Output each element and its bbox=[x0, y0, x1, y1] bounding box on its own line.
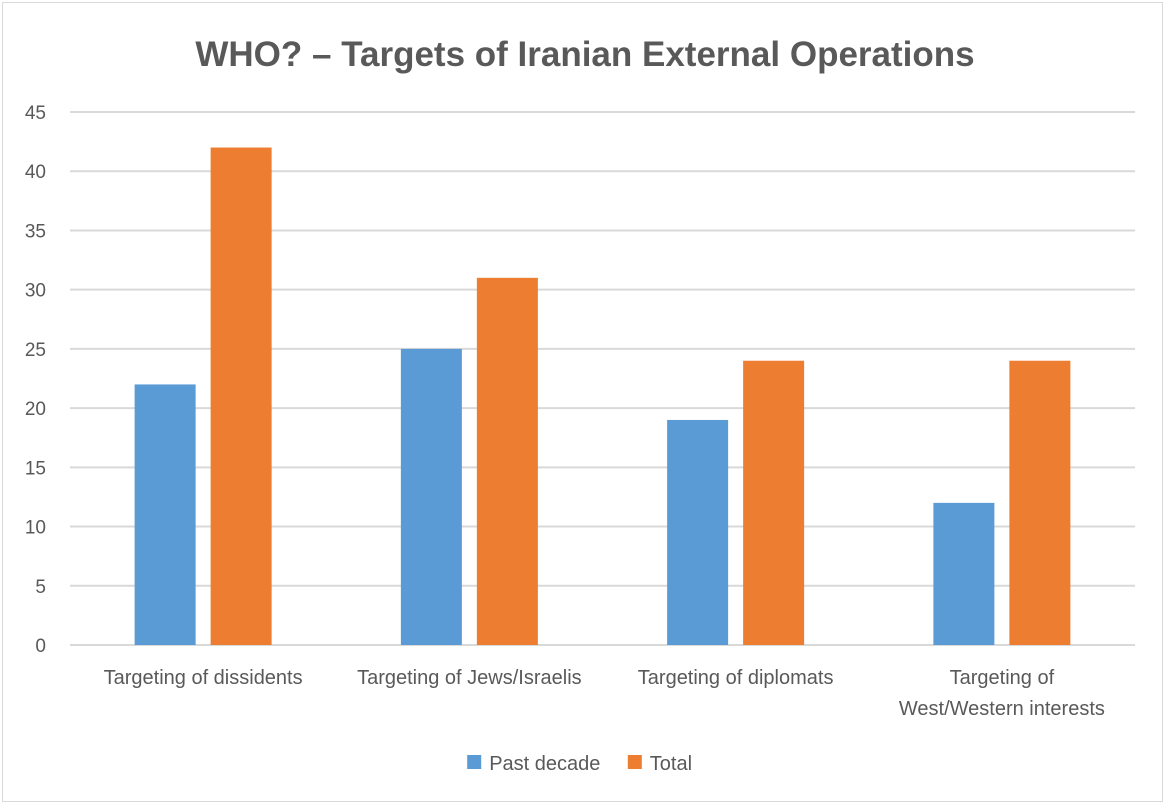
x-tick-label: West/Western interests bbox=[899, 698, 1105, 720]
bar-past-decade-1 bbox=[134, 384, 196, 645]
bars bbox=[134, 147, 1071, 646]
chart-title: WHO? – Targets of Iranian External Opera… bbox=[195, 35, 974, 74]
y-tick-label: 10 bbox=[25, 518, 46, 539]
y-tick-label: 40 bbox=[25, 162, 46, 183]
y-tick-label: 15 bbox=[25, 458, 46, 479]
y-axis-ticks: 0 5 10 15 20 25 30 35 40 45 bbox=[25, 103, 46, 657]
y-tick-label: 45 bbox=[25, 103, 46, 124]
legend-label: Total bbox=[650, 753, 692, 775]
x-tick-label: Targeting of dissidents bbox=[104, 667, 303, 689]
y-tick-label: 30 bbox=[25, 281, 46, 302]
bar-past-decade-3 bbox=[667, 419, 729, 645]
x-tick-label: Targeting of bbox=[950, 667, 1055, 689]
bar-total-4 bbox=[1009, 360, 1071, 645]
x-axis-labels: Targeting of dissidents Targeting of Jews… bbox=[104, 667, 1105, 720]
x-tick-label: Targeting of diplomats bbox=[638, 667, 834, 689]
y-tick-label: 20 bbox=[25, 399, 46, 420]
legend-swatch-past-decade bbox=[467, 755, 482, 769]
y-tick-label: 25 bbox=[25, 340, 46, 361]
y-tick-label: 35 bbox=[25, 221, 46, 242]
legend-label: Past decade bbox=[489, 753, 600, 775]
legend: Past decade Total bbox=[467, 753, 692, 775]
bar-total-2 bbox=[476, 277, 538, 645]
bar-total-3 bbox=[743, 360, 805, 645]
bar-past-decade-4 bbox=[933, 502, 995, 645]
bar-total-1 bbox=[210, 147, 272, 646]
legend-swatch-total bbox=[627, 755, 642, 769]
bar-past-decade-2 bbox=[400, 348, 462, 645]
y-tick-label: 5 bbox=[35, 577, 46, 598]
x-tick-label: Targeting of Jews/Israelis bbox=[357, 667, 582, 689]
y-tick-label: 0 bbox=[35, 636, 46, 657]
